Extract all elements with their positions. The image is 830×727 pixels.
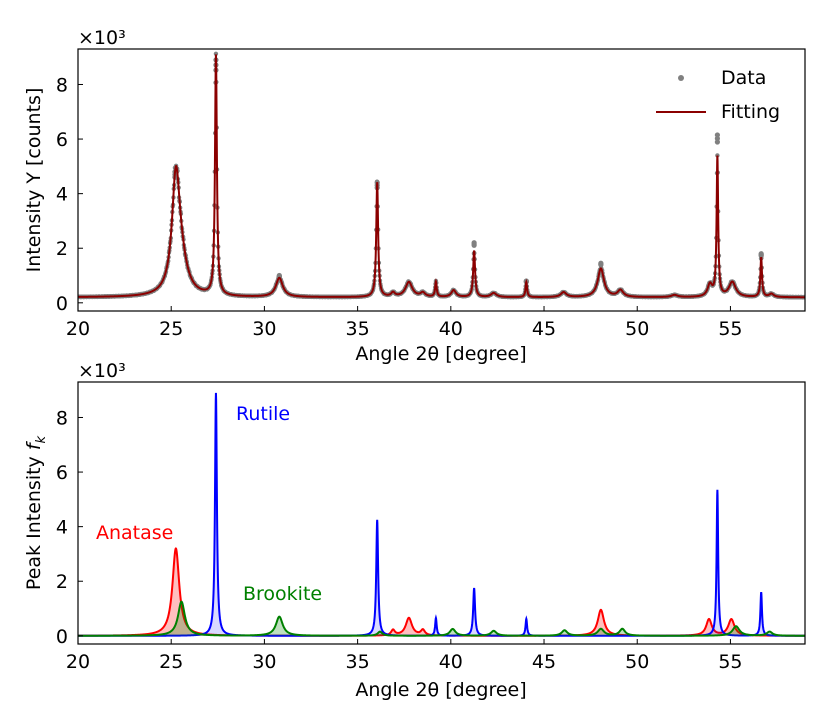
data-point (714, 139, 720, 145)
top-axes-frame (77, 48, 806, 312)
bottom-axes-frame (77, 381, 806, 645)
bottom-x-tick-label: 35 (346, 651, 370, 673)
bottom-y-tick-label: 8 (56, 407, 68, 429)
data-point (213, 51, 219, 57)
bottom-x-axis-label: Angle 2θ [degree] (355, 679, 526, 701)
bottom-multiplier: ×10³ (78, 360, 126, 382)
top-y-tick-label: 4 (56, 184, 68, 206)
data-point (758, 253, 764, 259)
bottom-x-tick-label: 40 (439, 651, 463, 673)
top-x-tick-label: 50 (625, 318, 649, 340)
bottom-y-tick-label: 4 (56, 517, 68, 539)
bottom-x-ticks: 20 25 30 35 40 45 50 55 (66, 639, 743, 673)
fitting-line (78, 54, 805, 299)
top-x-tick-label: 45 (532, 318, 556, 340)
top-y-tick-label: 0 (56, 293, 68, 315)
label-rutile: Rutile (236, 403, 290, 425)
bottom-x-tick-label: 20 (66, 651, 90, 673)
top-panel: ×10³ 20 25 30 35 40 45 50 55 0 2 4 6 8 Angle 2θ [de… (23, 27, 806, 365)
legend: Data Fitting (656, 67, 780, 123)
top-multiplier: ×10³ (78, 27, 126, 49)
top-x-tick-label: 55 (718, 318, 742, 340)
rutile-area (78, 392, 805, 636)
bottom-x-tick-label: 45 (532, 651, 556, 673)
bottom-y-axis-label: Peak Intensity fk (23, 435, 49, 590)
top-x-tick-label: 35 (346, 318, 370, 340)
label-brookite: Brookite (243, 583, 322, 605)
top-x-tick-label: 30 (252, 318, 276, 340)
top-x-axis-label: Angle 2θ [degree] (355, 343, 526, 365)
data-point (598, 262, 604, 268)
top-y-tick-label: 6 (56, 129, 68, 151)
bottom-y-tick-label: 2 (56, 571, 68, 593)
top-x-ticks: 20 25 30 35 40 45 50 55 (66, 306, 743, 340)
top-y-tick-label: 8 (56, 74, 68, 96)
label-anatase: Anatase (96, 522, 173, 544)
bottom-y-tick-label: 6 (56, 462, 68, 484)
bottom-panel: ×10³ 20 25 30 35 40 45 50 55 0 2 4 6 8 Angle 2θ [de… (23, 360, 806, 701)
legend-data-label: Data (721, 67, 766, 89)
bottom-x-tick-label: 55 (718, 651, 742, 673)
data-points (78, 51, 805, 300)
bottom-x-tick-label: 30 (252, 651, 276, 673)
data-point (471, 242, 477, 248)
bottom-plot-area (78, 392, 805, 637)
rutile-line (78, 392, 805, 637)
top-y-axis-label: Intensity Y [counts] (23, 88, 45, 273)
top-plot-area (78, 51, 805, 300)
bottom-x-tick-label: 50 (625, 651, 649, 673)
bottom-y-ticks: 0 2 4 6 8 (56, 407, 83, 648)
top-x-tick-label: 40 (439, 318, 463, 340)
top-x-tick-label: 20 (66, 318, 90, 340)
bottom-x-tick-label: 25 (159, 651, 183, 673)
legend-data-marker (678, 75, 684, 81)
brookite-area (78, 601, 805, 636)
bottom-y-tick-label: 0 (56, 626, 68, 648)
top-x-tick-label: 25 (159, 318, 183, 340)
legend-fitting-label: Fitting (721, 101, 780, 123)
anatase-area (78, 548, 805, 636)
brookite-line (78, 600, 805, 637)
top-y-ticks: 0 2 4 6 8 (56, 74, 83, 315)
top-y-tick-label: 2 (56, 238, 68, 260)
